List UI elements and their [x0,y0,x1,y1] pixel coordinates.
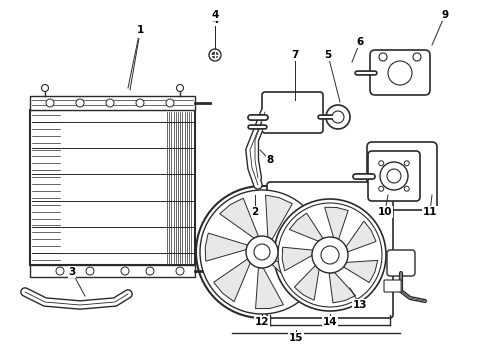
Polygon shape [266,195,293,239]
Circle shape [166,99,174,107]
Polygon shape [294,266,319,300]
Text: 14: 14 [323,317,337,327]
Text: 13: 13 [353,300,367,310]
Text: 9: 9 [441,10,448,20]
Text: 1: 1 [136,25,144,35]
Text: 11: 11 [423,207,437,217]
Text: 4: 4 [211,15,219,25]
Circle shape [387,169,401,183]
Text: 2: 2 [251,207,259,217]
Polygon shape [346,221,376,252]
Bar [30,110,195,265]
Polygon shape [290,213,323,241]
Polygon shape [343,260,378,283]
Polygon shape [214,259,250,302]
Text: 7: 7 [292,50,299,60]
Polygon shape [205,233,247,261]
Circle shape [176,267,184,275]
Circle shape [200,190,324,314]
Circle shape [388,61,412,85]
Polygon shape [220,198,258,238]
Text: 1: 1 [136,27,144,37]
Text: 15: 15 [289,333,303,343]
Circle shape [121,267,129,275]
Circle shape [312,237,348,273]
Circle shape [46,99,54,107]
FancyBboxPatch shape [367,142,437,210]
FancyBboxPatch shape [370,50,430,95]
FancyBboxPatch shape [384,280,402,292]
Circle shape [176,85,183,91]
Circle shape [379,161,384,166]
Circle shape [326,105,350,129]
Text: 10: 10 [378,207,392,217]
Circle shape [379,53,387,61]
Text: 8: 8 [267,155,273,165]
Circle shape [106,99,114,107]
Circle shape [379,186,384,191]
Circle shape [413,53,421,61]
Circle shape [380,162,408,190]
Circle shape [76,99,84,107]
Text: 6: 6 [356,37,364,47]
FancyBboxPatch shape [368,151,420,201]
Circle shape [209,49,221,61]
Text: 3: 3 [69,267,75,277]
Circle shape [278,203,382,307]
Circle shape [42,85,49,91]
Polygon shape [256,267,284,309]
FancyBboxPatch shape [387,250,415,276]
Circle shape [274,199,386,311]
Bar [30,265,195,277]
FancyBboxPatch shape [262,92,323,133]
Circle shape [404,161,409,166]
Text: 12: 12 [255,317,269,327]
Polygon shape [282,247,313,271]
Polygon shape [272,261,317,292]
Text: 4: 4 [211,10,219,20]
Circle shape [196,186,328,318]
Circle shape [254,244,270,260]
FancyBboxPatch shape [267,182,393,318]
Circle shape [136,99,144,107]
Circle shape [212,52,218,58]
Bar [30,96,195,110]
Circle shape [86,267,94,275]
Polygon shape [277,219,318,252]
Circle shape [146,267,154,275]
Circle shape [246,236,278,268]
Circle shape [321,246,339,264]
Polygon shape [325,207,348,239]
Circle shape [56,267,64,275]
Circle shape [404,186,409,191]
Text: 5: 5 [324,50,332,60]
Polygon shape [329,273,356,303]
Circle shape [332,111,344,123]
